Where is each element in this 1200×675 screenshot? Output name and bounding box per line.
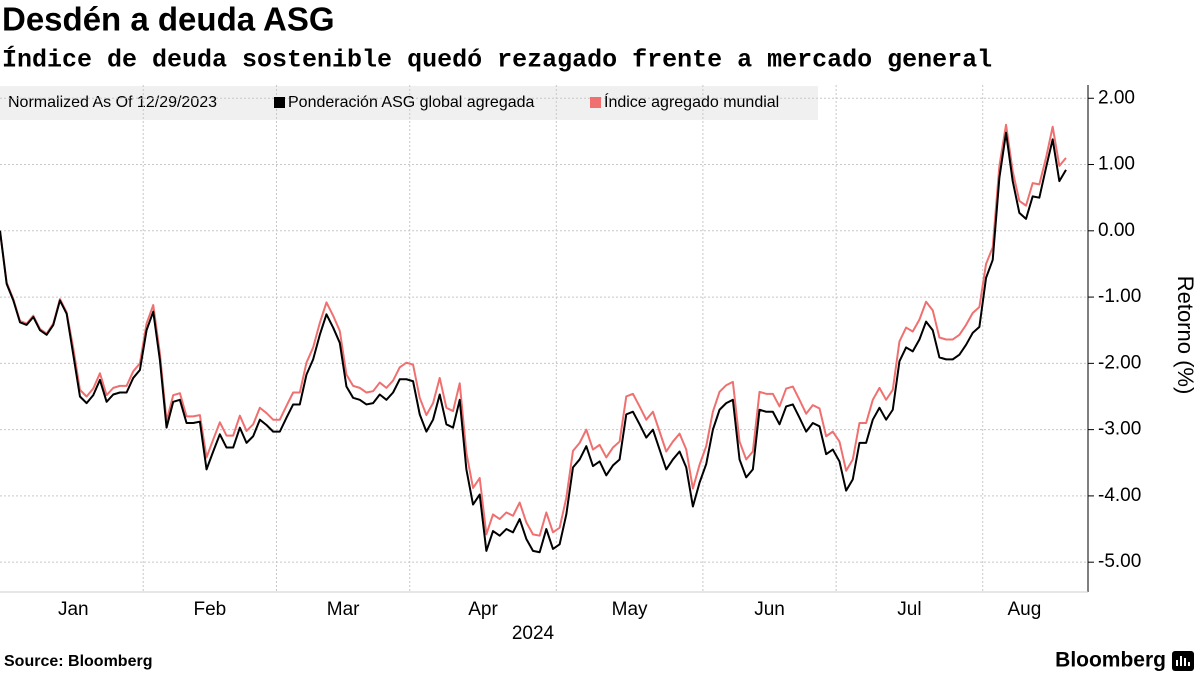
- series-line: [0, 123, 1067, 537]
- brand-logo: Bloomberg: [1055, 649, 1166, 672]
- x-tick-label: May: [612, 599, 648, 620]
- x-axis-label: 2024: [512, 623, 555, 644]
- chart-title: Desdén a deuda ASG: [2, 1, 335, 38]
- x-tick-label: Mar: [327, 599, 360, 620]
- chart-subtitle: Índice de deuda sostenible quedó rezagad…: [2, 45, 992, 75]
- legend-swatch: [590, 97, 601, 108]
- y-tick-label: 0.00: [1098, 220, 1135, 241]
- y-tick-label: -4.00: [1098, 485, 1141, 506]
- y-tick-label: 2.00: [1098, 87, 1135, 108]
- brand-icon-bars: [1176, 656, 1190, 666]
- x-tick-label: Jun: [754, 599, 785, 620]
- y-tick-label: -1.00: [1098, 286, 1141, 307]
- x-tick-label: Feb: [193, 599, 226, 620]
- y-tick-label: -3.00: [1098, 419, 1141, 440]
- brand-icon: [1172, 651, 1194, 671]
- y-axis-label: Retorno (%): [1173, 276, 1198, 395]
- y-tick-label: -5.00: [1098, 551, 1141, 572]
- x-tick-label: Jan: [58, 599, 89, 620]
- legend-note: Normalized As Of 12/29/2023: [8, 94, 217, 111]
- source: Source: Bloomberg: [4, 653, 152, 670]
- x-tick-label: Jul: [897, 599, 921, 620]
- legend-background: [0, 86, 818, 120]
- legend-label: Ponderación ASG global agregada: [288, 94, 535, 111]
- x-tick-label: Apr: [468, 599, 498, 620]
- y-tick-label: 1.00: [1098, 154, 1135, 175]
- x-tick-label: Aug: [1007, 599, 1041, 620]
- legend-swatch: [274, 97, 285, 108]
- series-line: [0, 131, 1067, 554]
- y-tick-label: -2.00: [1098, 352, 1141, 373]
- legend-label: Índice agregado mundial: [604, 92, 779, 111]
